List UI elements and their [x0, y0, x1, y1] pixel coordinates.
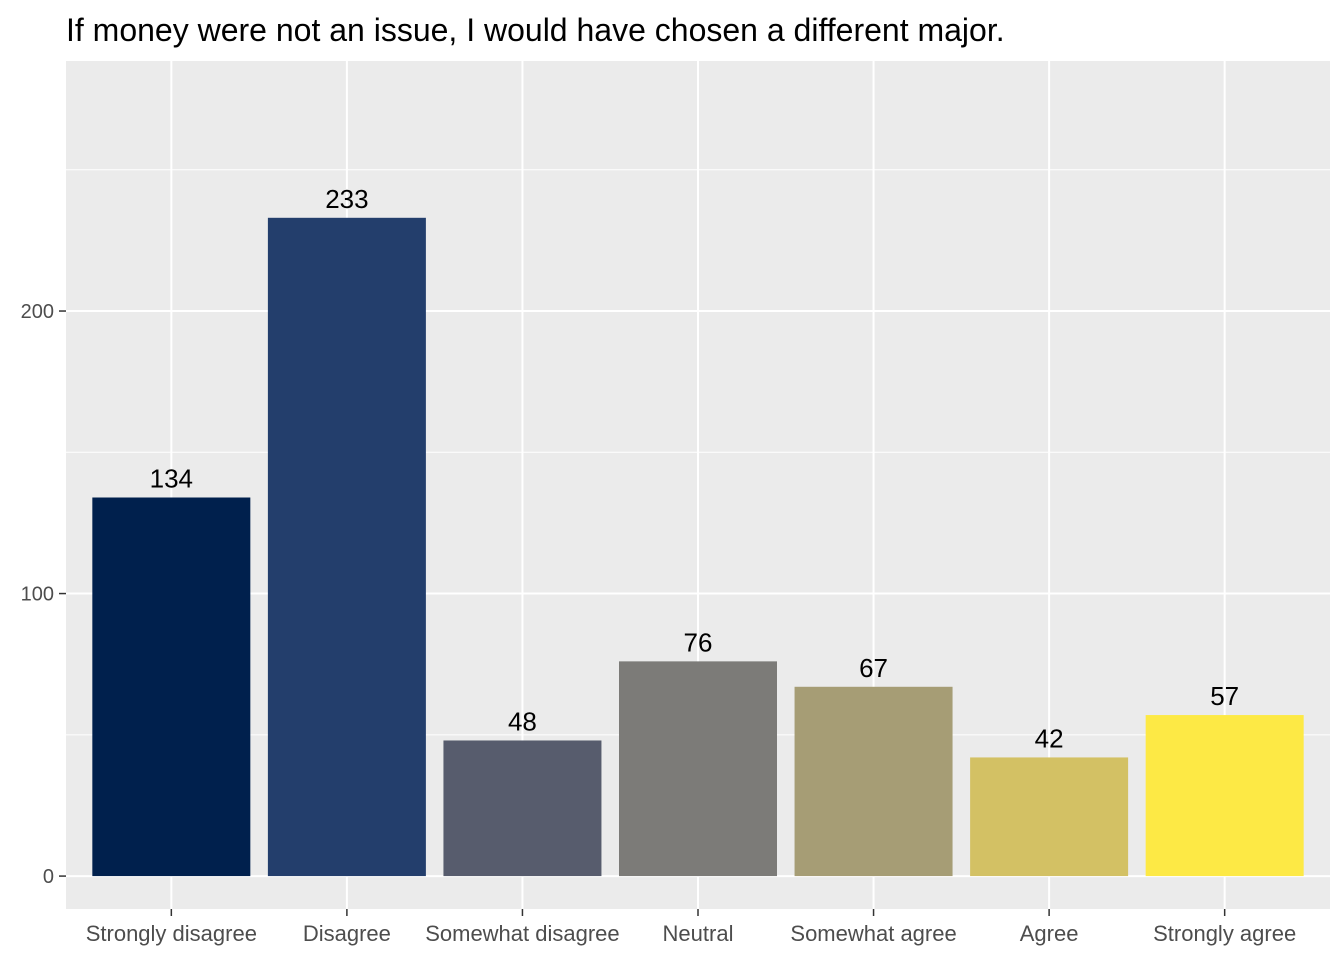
data-labels: 134 233 48 76 67 42 57: [150, 184, 1239, 754]
data-label: 67: [859, 653, 888, 683]
y-tick-label: 200: [21, 301, 54, 323]
y-axis: 0 100 200: [21, 301, 66, 888]
x-tick-label: Neutral: [663, 921, 734, 946]
data-label: 134: [150, 464, 193, 494]
bar: [92, 497, 251, 877]
data-label: 42: [1035, 723, 1064, 753]
x-tick-label: Strongly agree: [1153, 921, 1296, 946]
bars: [92, 217, 1304, 877]
bar: [1145, 715, 1304, 877]
chart-title: If money were not an issue, I would have…: [66, 12, 1005, 48]
data-label: 48: [508, 706, 537, 736]
y-tick-label: 0: [43, 866, 54, 888]
x-tick-label: Disagree: [303, 921, 391, 946]
bar: [443, 740, 602, 877]
x-tick-label: Agree: [1020, 921, 1079, 946]
x-tick-label: Somewhat agree: [790, 921, 956, 946]
y-tick-label: 100: [21, 584, 54, 606]
bar: [619, 661, 777, 877]
data-label: 76: [684, 627, 713, 657]
bar: [794, 686, 953, 877]
x-tick-label: Strongly disagree: [86, 921, 257, 946]
x-tick-label: Somewhat disagree: [425, 921, 619, 946]
data-label: 57: [1210, 681, 1239, 711]
data-label: 233: [325, 184, 368, 214]
bar: [267, 217, 426, 877]
x-axis: Strongly disagree Disagree Somewhat disagr…: [86, 909, 1296, 946]
bar: [970, 757, 1129, 877]
